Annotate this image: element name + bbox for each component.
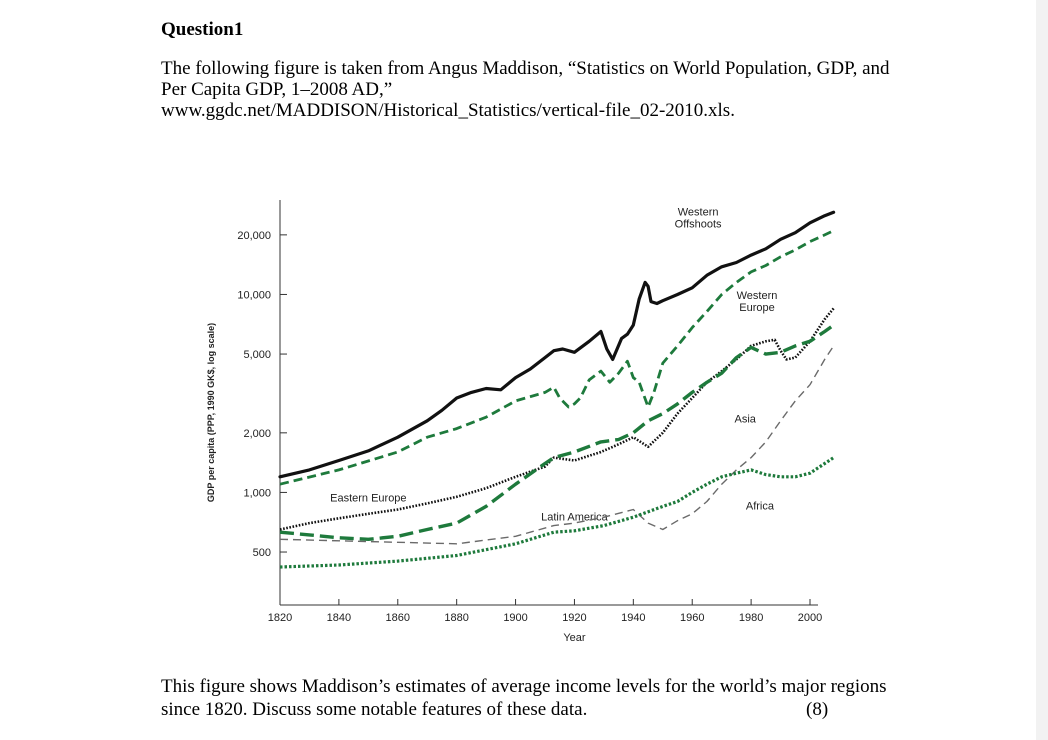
y-tick-label: 5,000 <box>243 349 271 361</box>
x-tick-label: 1900 <box>503 612 527 624</box>
y-tick-label: 2,000 <box>243 428 271 440</box>
y-tick-label: 20,000 <box>237 230 271 242</box>
x-tick-label: 1820 <box>268 612 292 624</box>
series-label-western-europe: Western Europe <box>737 290 778 314</box>
series-line-latin-america <box>279 323 835 541</box>
x-tick-label: 1980 <box>739 612 763 624</box>
series-line-eastern-europe <box>279 307 835 531</box>
series-line-africa <box>279 456 835 569</box>
x-tick-label: 1920 <box>562 612 586 624</box>
y-axis-title: GDP per capita (PPP, 1990 GK$, log scale… <box>206 323 216 502</box>
question-title: Question1 <box>161 19 244 40</box>
y-tick-label: 500 <box>253 547 271 559</box>
series-line-asia <box>279 345 835 545</box>
prompt-line: since 1820. Discuss some notable feature… <box>161 699 588 720</box>
series-line-western-europe <box>279 229 835 486</box>
intro-source-url: www.ggdc.net/MADDISON/Historical_Statist… <box>161 100 735 121</box>
x-tick-label: 1940 <box>621 612 645 624</box>
question-prompt: This figure shows Maddison’s estimates o… <box>161 675 921 721</box>
prompt-line: This figure shows Maddison’s estimates o… <box>161 676 887 697</box>
question-intro: The following figure is taken from Angus… <box>161 58 961 121</box>
series-label-africa: Africa <box>746 500 775 512</box>
y-tick-label: 1,000 <box>243 487 271 499</box>
series-label-western-offshoots: Western Offshoots <box>675 207 722 231</box>
intro-line: Per Capita GDP, 1–2008 AD,” <box>161 79 393 100</box>
income-chart: 1820 1840 1860 1880 1900 1920 1940 1960 1980 2000… <box>206 200 836 644</box>
series-label-asia: Asia <box>735 414 757 426</box>
x-tick-label: 2000 <box>798 612 822 624</box>
x-tick-label: 1840 <box>327 612 351 624</box>
y-tick-label: 10,000 <box>237 289 271 301</box>
x-tick-label: 1960 <box>680 612 704 624</box>
marks-value: (8) <box>806 699 829 720</box>
series-label-eastern-europe: Eastern Europe <box>330 492 406 504</box>
intro-line: The following figure is taken from Angus… <box>161 58 890 79</box>
x-tick-label: 1880 <box>444 612 468 624</box>
series-line-western-offshoots <box>278 210 836 479</box>
series-label-latin-america: Latin America <box>541 512 609 524</box>
x-tick-label: 1860 <box>386 612 410 624</box>
x-axis-title: Year <box>563 632 586 644</box>
